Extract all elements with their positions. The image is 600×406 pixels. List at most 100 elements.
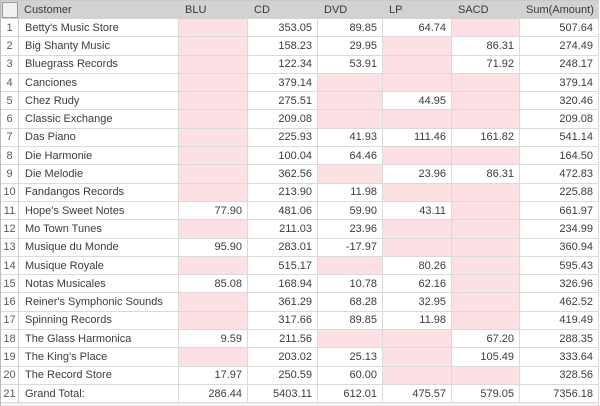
sacd-amount-cell[interactable]: [452, 183, 520, 202]
lp-amount-cell[interactable]: 475.57: [383, 384, 452, 404]
sum-amount-cell[interactable]: 541.14: [520, 128, 599, 148]
lp-amount-cell[interactable]: 32.95: [383, 293, 452, 312]
dvd-amount-cell[interactable]: 60.00: [318, 366, 383, 385]
cd-amount-cell[interactable]: 158.23: [248, 37, 318, 56]
blu-amount-cell[interactable]: 77.90: [179, 201, 248, 221]
cd-amount-cell[interactable]: 100.04: [248, 147, 318, 166]
blu-amount-cell[interactable]: 85.08: [179, 275, 248, 294]
lp-amount-cell[interactable]: 62.16: [383, 275, 452, 294]
blu-amount-cell[interactable]: 17.97: [179, 366, 248, 385]
dvd-amount-cell[interactable]: 25.13: [318, 348, 383, 367]
sacd-amount-cell[interactable]: 67.20: [452, 330, 520, 349]
sum-amount-cell[interactable]: 209.08: [520, 110, 599, 129]
blu-amount-cell[interactable]: [179, 73, 248, 93]
dvd-amount-cell[interactable]: 10.78: [318, 275, 383, 294]
customer-cell[interactable]: Musique du Monde: [19, 238, 179, 257]
customer-cell[interactable]: Mo Town Tunes: [19, 220, 179, 239]
customer-cell[interactable]: Betty's Music Store: [19, 19, 179, 38]
sum-amount-cell[interactable]: 333.64: [520, 348, 599, 367]
blu-amount-cell[interactable]: 9.59: [179, 330, 248, 349]
cd-amount-cell[interactable]: 203.02: [248, 348, 318, 367]
customer-cell[interactable]: Hope's Sweet Notes: [19, 201, 179, 221]
lp-amount-cell[interactable]: [383, 366, 452, 385]
sacd-amount-cell[interactable]: [452, 366, 520, 385]
blu-amount-cell[interactable]: [179, 256, 248, 276]
sum-amount-cell[interactable]: 419.49: [520, 311, 599, 331]
sacd-amount-cell[interactable]: [452, 220, 520, 239]
row-number-cell[interactable]: 17: [1, 311, 19, 331]
cd-amount-cell[interactable]: 209.08: [248, 110, 318, 129]
sacd-amount-cell[interactable]: [452, 275, 520, 294]
cd-amount-cell[interactable]: 275.51: [248, 92, 318, 111]
blu-amount-cell[interactable]: [179, 311, 248, 331]
blu-amount-cell[interactable]: [179, 37, 248, 56]
lp-amount-cell[interactable]: 11.98: [383, 311, 452, 331]
dvd-amount-cell[interactable]: -17.97: [318, 238, 383, 257]
sum-amount-cell[interactable]: 320.46: [520, 92, 599, 111]
dvd-amount-cell[interactable]: [318, 110, 383, 129]
blu-amount-cell[interactable]: [179, 220, 248, 239]
sum-amount-cell[interactable]: 328.56: [520, 366, 599, 385]
lp-amount-cell[interactable]: [383, 73, 452, 93]
cd-amount-cell[interactable]: 361.29: [248, 293, 318, 312]
sacd-amount-cell[interactable]: [452, 293, 520, 312]
row-number-cell[interactable]: 21: [1, 384, 19, 404]
blu-amount-cell[interactable]: 95.90: [179, 238, 248, 257]
sum-amount-cell[interactable]: 288.35: [520, 330, 599, 349]
cd-amount-cell[interactable]: 122.34: [248, 55, 318, 74]
row-number-cell[interactable]: 2: [1, 37, 19, 56]
customer-cell[interactable]: Canciones: [19, 73, 179, 93]
lp-amount-cell[interactable]: 23.96: [383, 165, 452, 184]
blu-amount-cell[interactable]: 286.44: [179, 384, 248, 404]
customer-cell[interactable]: Bluegrass Records: [19, 55, 179, 74]
cd-amount-cell[interactable]: 481.06: [248, 201, 318, 221]
sacd-amount-cell[interactable]: [452, 238, 520, 257]
lp-amount-cell[interactable]: 111.46: [383, 128, 452, 148]
sacd-amount-cell[interactable]: [452, 73, 520, 93]
blu-amount-cell[interactable]: [179, 165, 248, 184]
sum-amount-cell[interactable]: 661.97: [520, 201, 599, 221]
column-header-dvd[interactable]: DVD: [324, 4, 348, 16]
cd-amount-cell[interactable]: 515.17: [248, 256, 318, 276]
row-number-cell[interactable]: 8: [1, 147, 19, 166]
cd-amount-cell[interactable]: 168.94: [248, 275, 318, 294]
customer-cell[interactable]: Das Piano: [19, 128, 179, 148]
row-number-cell[interactable]: 19: [1, 348, 19, 367]
row-number-cell[interactable]: 20: [1, 366, 19, 385]
customer-cell[interactable]: Grand Total:: [19, 384, 179, 404]
lp-amount-cell[interactable]: [383, 37, 452, 56]
sacd-amount-cell[interactable]: [452, 110, 520, 129]
cd-amount-cell[interactable]: 317.66: [248, 311, 318, 331]
row-number-cell[interactable]: 7: [1, 128, 19, 148]
dvd-amount-cell[interactable]: [318, 330, 383, 349]
sacd-amount-cell[interactable]: [452, 147, 520, 166]
sum-amount-cell[interactable]: 248.17: [520, 55, 599, 74]
customer-cell[interactable]: Chez Rudy: [19, 92, 179, 111]
blu-amount-cell[interactable]: [179, 128, 248, 148]
blu-amount-cell[interactable]: [179, 19, 248, 38]
column-header-sacd[interactable]: SACD: [458, 4, 489, 16]
sum-amount-cell[interactable]: 379.14: [520, 73, 599, 93]
row-number-cell[interactable]: 10: [1, 183, 19, 202]
sum-amount-cell[interactable]: 274.49: [520, 37, 599, 56]
row-number-cell[interactable]: 1: [1, 19, 19, 38]
dvd-amount-cell[interactable]: [318, 92, 383, 111]
sacd-amount-cell[interactable]: [452, 256, 520, 276]
customer-cell[interactable]: Die Harmonie: [19, 147, 179, 166]
blu-amount-cell[interactable]: [179, 92, 248, 111]
customer-cell[interactable]: Die Melodie: [19, 165, 179, 184]
row-number-cell[interactable]: 12: [1, 220, 19, 239]
dvd-amount-cell[interactable]: 612.01: [318, 384, 383, 404]
customer-cell[interactable]: Spinning Records: [19, 311, 179, 331]
row-number-cell[interactable]: 9: [1, 165, 19, 184]
column-header-customer[interactable]: Customer: [24, 4, 72, 16]
column-header-cd[interactable]: CD: [254, 4, 270, 16]
sacd-amount-cell[interactable]: [452, 92, 520, 111]
row-number-cell[interactable]: 18: [1, 330, 19, 349]
customer-cell[interactable]: Notas Musicales: [19, 275, 179, 294]
lp-amount-cell[interactable]: 44.95: [383, 92, 452, 111]
sum-amount-cell[interactable]: 7356.18: [520, 384, 599, 404]
sum-amount-cell[interactable]: 164.50: [520, 147, 599, 166]
sacd-amount-cell[interactable]: [452, 201, 520, 221]
lp-amount-cell[interactable]: [383, 110, 452, 129]
